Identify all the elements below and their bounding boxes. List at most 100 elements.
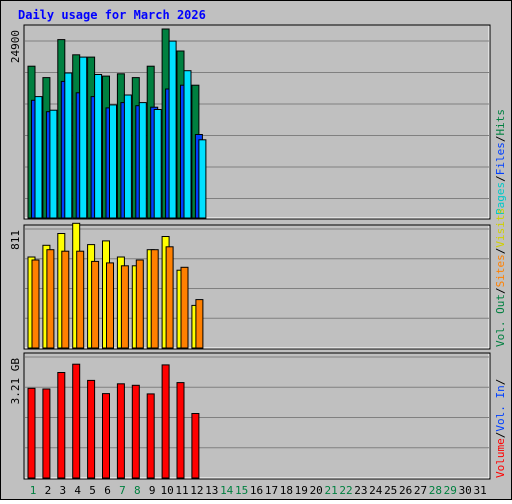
x-tick-label: 26 — [399, 484, 412, 497]
bar-sites-day-6 — [106, 262, 114, 349]
x-tick-label: 21 — [324, 484, 337, 497]
x-tick-label: 10 — [160, 484, 173, 497]
legend-item: / — [494, 379, 507, 386]
bar-volume-day-6 — [102, 393, 110, 479]
bar-sites-day-12 — [195, 299, 204, 349]
panel-max-label: 811 — [9, 230, 22, 250]
legend-visits-sites: Vol. Out/Sites/Visits — [494, 208, 507, 347]
bar-volume-day-11 — [176, 382, 185, 479]
bar-pages-day-10 — [168, 40, 177, 219]
legend-item: / — [494, 287, 507, 294]
x-tick-label: 30 — [459, 484, 472, 497]
bar-volume-day-9 — [146, 393, 155, 479]
bar-volume-day-1 — [27, 387, 36, 479]
x-tick-label: 29 — [444, 484, 457, 497]
panel-frame — [23, 224, 491, 350]
legend-item: Files — [494, 142, 507, 175]
x-tick-label: 6 — [104, 484, 111, 497]
panel-frame — [23, 352, 491, 480]
legend-item: / — [494, 175, 507, 182]
bar-pages-day-11 — [183, 70, 192, 219]
x-tick-label: 25 — [384, 484, 397, 497]
bar-volume-day-7 — [116, 383, 125, 479]
bar-sites-day-9 — [150, 249, 159, 349]
bar-volume-day-12 — [191, 413, 200, 479]
x-tick-label: 28 — [429, 484, 442, 497]
x-tick-label: 17 — [265, 484, 278, 497]
bar-sites-day-7 — [120, 265, 129, 349]
x-tick-label: 23 — [354, 484, 367, 497]
bar-pages-day-3 — [64, 72, 73, 219]
legend-item: Sites — [494, 254, 507, 287]
x-tick-label: 16 — [250, 484, 263, 497]
bar-pages-day-4 — [79, 56, 88, 219]
bar-sites-day-8 — [135, 259, 144, 349]
bar-pages-day-8 — [138, 102, 147, 219]
x-tick-label: 2 — [45, 484, 52, 497]
x-tick-label: 12 — [190, 484, 203, 497]
x-tick-label: 13 — [205, 484, 218, 497]
x-tick-label: 1 — [30, 484, 37, 497]
bar-volume-day-4 — [72, 363, 81, 479]
bar-sites-day-3 — [61, 250, 70, 349]
x-tick-label: 18 — [280, 484, 293, 497]
x-tick-label: 9 — [149, 484, 156, 497]
x-tick-label: 27 — [414, 484, 427, 497]
chart-panels: 24900 811 3.21 GB — [9, 24, 491, 480]
bar-volume-day-5 — [87, 379, 96, 479]
panel-max-label: 3.21 GB — [9, 358, 22, 405]
bar-pages-day-7 — [123, 94, 132, 219]
bar-pages-day-2 — [49, 109, 58, 219]
bar-pages-day-6 — [109, 104, 117, 219]
legend-item: Visits — [494, 208, 507, 248]
x-tick-label: 7 — [119, 484, 126, 497]
panel-volume: 3.21 GB — [9, 352, 491, 480]
series-volume — [27, 363, 200, 479]
legend-item: Vol. Out — [494, 294, 507, 347]
bar-volume-day-3 — [57, 372, 66, 479]
bar-pages-day-1 — [34, 96, 43, 219]
x-tick-label: 11 — [175, 484, 188, 497]
bar-sites-day-5 — [91, 260, 100, 349]
x-tick-label: 4 — [74, 484, 81, 497]
bar-volume-day-8 — [131, 384, 140, 479]
legend-item: Pages — [494, 182, 507, 215]
bar-sites-day-1 — [31, 259, 40, 349]
legend-item: Hits — [494, 109, 507, 136]
x-axis-labels: 1 2 3 4 5 6 7 8 9 10 11 12 13 14 15 16 17 18 19 20 21 22 23 24 2… — [30, 484, 487, 497]
bar-sites-day-4 — [76, 250, 85, 349]
bar-sites-day-2 — [46, 249, 55, 349]
bar-pages-day-12 — [198, 139, 207, 219]
bar-pages-day-5 — [94, 74, 103, 219]
legend-item: Volume — [494, 438, 507, 478]
series-pages — [34, 40, 207, 219]
bar-volume-day-10 — [161, 364, 170, 479]
bar-sites-day-10 — [165, 246, 174, 349]
legend-item: / — [494, 136, 507, 143]
legend-item: / — [494, 248, 507, 255]
x-tick-label: 31 — [473, 484, 486, 497]
x-tick-label: 20 — [310, 484, 323, 497]
bar-pages-day-9 — [153, 109, 162, 219]
x-tick-label: 8 — [134, 484, 141, 497]
x-tick-label: 15 — [235, 484, 248, 497]
legend-hits-files-pages: Pages/Files/Hits — [494, 109, 507, 215]
x-tick-label: 24 — [369, 484, 383, 497]
panel-max-label: 24900 — [9, 30, 22, 63]
panel-hits-files-pages: 24900 — [9, 24, 491, 220]
x-tick-label: 14 — [220, 484, 234, 497]
legend-volume: Volume/Vol. In/ — [494, 379, 507, 478]
series-sites — [31, 246, 204, 349]
chart-title: Daily usage for March 2026 — [18, 8, 206, 22]
legend-item: / — [494, 432, 507, 439]
x-tick-label: 3 — [59, 484, 66, 497]
legend-item: Vol. In — [494, 385, 507, 431]
x-tick-label: 5 — [89, 484, 96, 497]
bar-sites-day-11 — [180, 266, 189, 349]
bar-volume-day-2 — [42, 388, 51, 479]
x-tick-label: 22 — [339, 484, 352, 497]
x-tick-label: 19 — [295, 484, 308, 497]
